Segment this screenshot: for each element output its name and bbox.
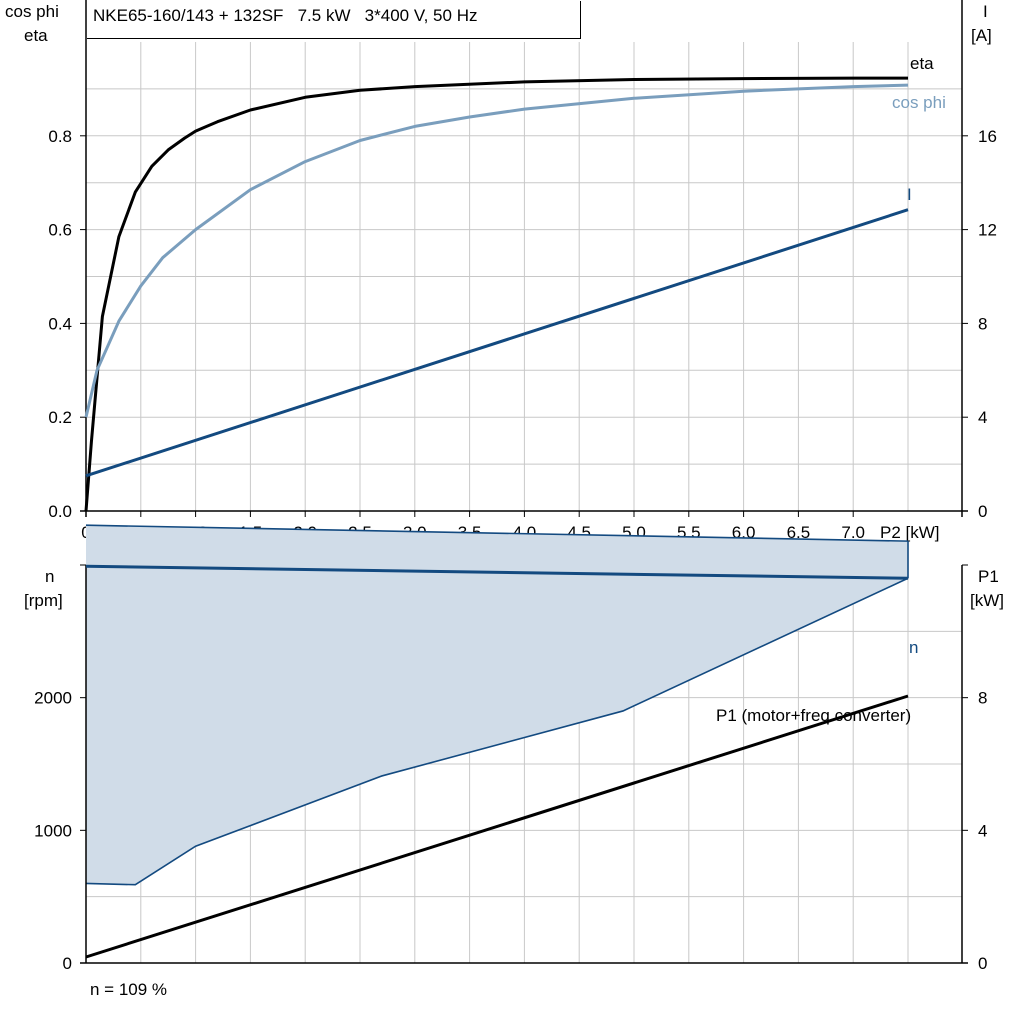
y2-tick-label: 8 <box>978 314 987 333</box>
y-tick-label: 0.8 <box>48 127 72 146</box>
series-line-p1 <box>85 694 909 959</box>
y2-tick-label: 8 <box>978 689 987 708</box>
right-axis-label: I <box>983 2 988 21</box>
series-label-eta: eta <box>910 54 934 73</box>
speed-range-lower-edge <box>85 577 909 886</box>
y2-tick-label: 16 <box>978 127 997 146</box>
y2-tick-label: 0 <box>978 502 987 521</box>
series-label-n: n <box>909 638 918 657</box>
x-tick-label: 6.5 <box>787 523 811 542</box>
series-line-I <box>85 208 909 478</box>
speed-range-upper-edge <box>85 524 909 542</box>
x-tick-label: 7.0 <box>841 523 865 542</box>
speed-range-area <box>86 525 908 885</box>
y2-tick-label: 4 <box>978 821 987 840</box>
speed-percent-note: n = 109 % <box>90 980 168 999</box>
y-tick-label: 0.2 <box>48 408 72 427</box>
chart-title: NKE65-160/143 + 132SF 7.5 kW 3*400 V, 50… <box>87 1 581 39</box>
y-tick-label: 0.6 <box>48 221 72 240</box>
y2-tick-label: 0 <box>978 954 987 973</box>
y-tick-label: 0.0 <box>48 502 72 521</box>
series-label-I: I <box>907 185 912 204</box>
y-tick-label: 2000 <box>34 689 72 708</box>
series-line-cos-phi <box>84 83 909 418</box>
left-axis-label: eta <box>24 26 48 45</box>
left-axis-label: n <box>45 567 54 586</box>
series-line-n <box>85 564 909 580</box>
y-tick-label: 1000 <box>34 821 72 840</box>
y-tick-label: 0 <box>63 954 72 973</box>
series-line-eta <box>84 76 908 512</box>
right-axis-label: [A] <box>971 26 992 45</box>
right-axis-label: P1 <box>978 567 999 586</box>
right-axis-label: [kW] <box>970 591 1004 610</box>
x-axis-label: P2 [kW] <box>880 523 940 542</box>
y-tick-label: 0.4 <box>48 314 72 333</box>
y2-tick-label: 12 <box>978 221 997 240</box>
left-axis-label: cos phi <box>5 2 59 21</box>
series-label-p1: P1 (motor+freq.converter) <box>716 706 911 725</box>
series-label-cos-phi: cos phi <box>892 93 946 112</box>
left-axis-label: [rpm] <box>24 591 63 610</box>
y2-tick-label: 4 <box>978 408 987 427</box>
